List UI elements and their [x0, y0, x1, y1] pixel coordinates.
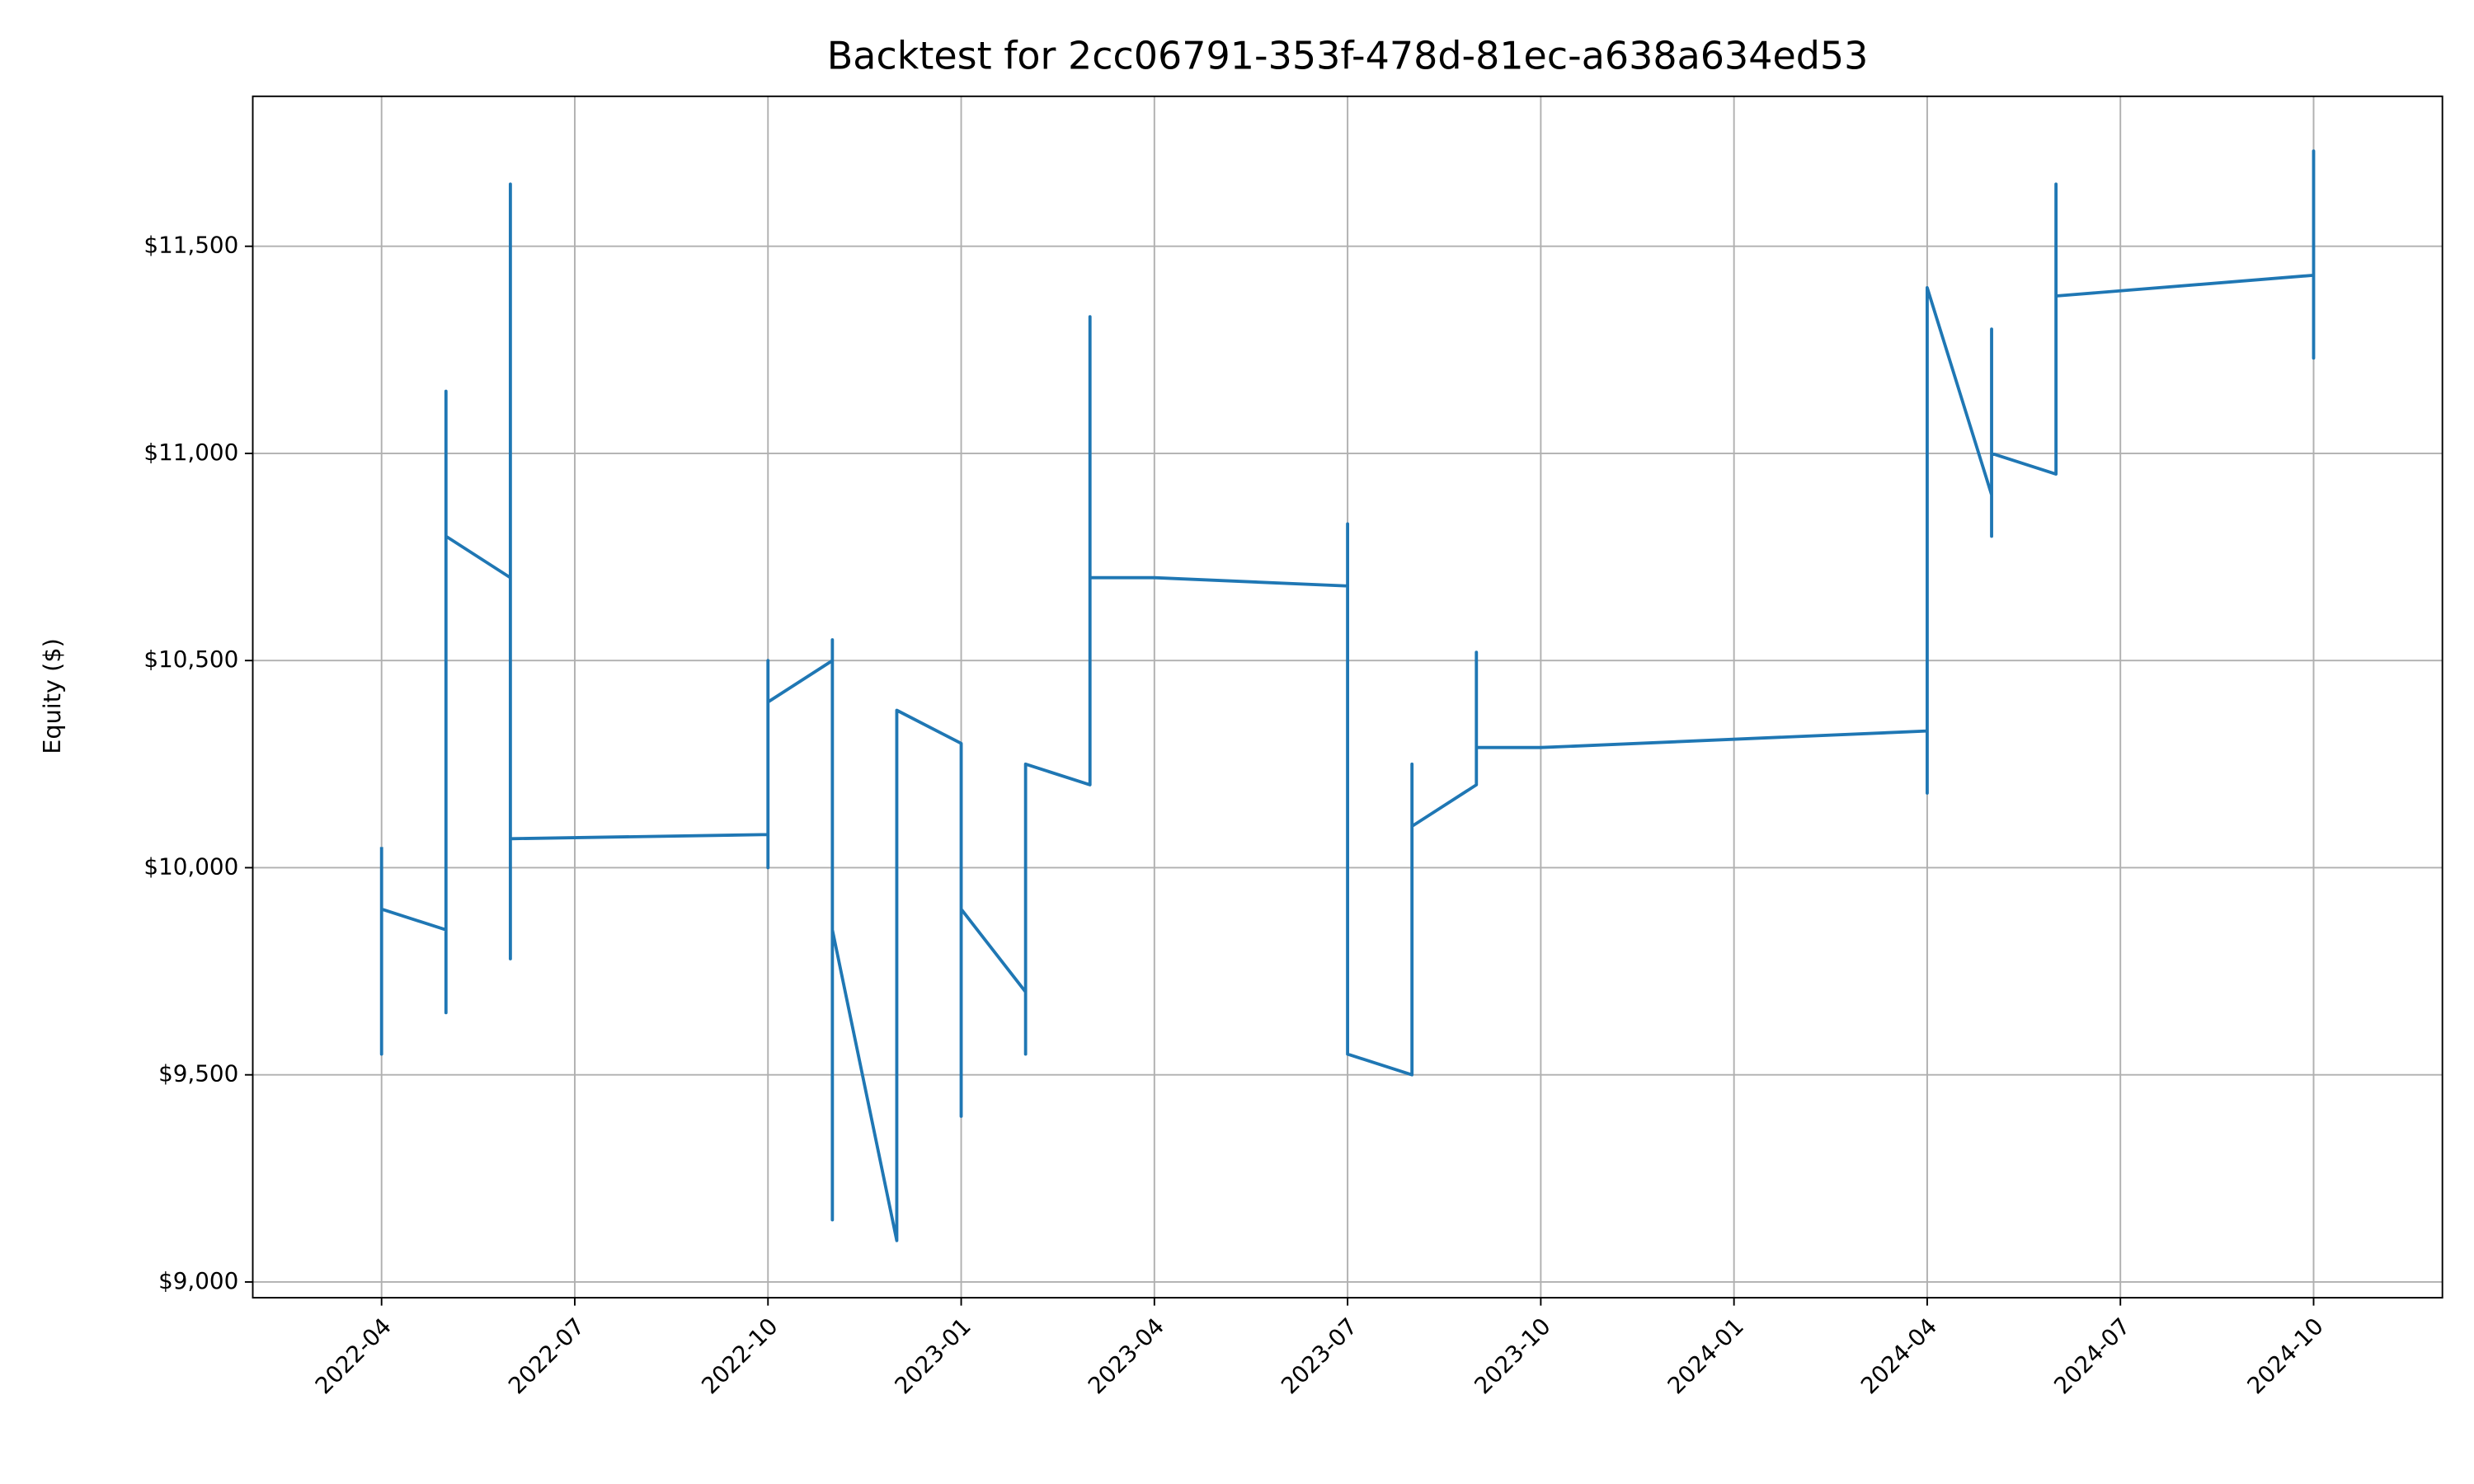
x-tick-label: 2023-01 [889, 1313, 976, 1399]
x-tick-label: 2024-07 [2048, 1313, 2135, 1399]
x-tick-label: 2022-10 [696, 1313, 783, 1399]
y-axis-label: Equity ($) [38, 638, 66, 754]
equity-line [379, 149, 2316, 1242]
x-tick-label: 2024-01 [1663, 1313, 1749, 1399]
chart-title: Backtest for 2cc06791-353f-478d-81ec-a63… [827, 33, 1869, 77]
x-tick-label: 2023-04 [1083, 1313, 1169, 1399]
x-tick-label: 2022-04 [310, 1313, 397, 1399]
y-tick-label: $10,500 [143, 646, 238, 673]
x-tick-label: 2022-07 [503, 1313, 590, 1399]
x-tick-label: 2023-07 [1276, 1313, 1362, 1399]
x-tick-label: 2024-04 [1856, 1313, 1942, 1399]
y-tick-label: $9,500 [158, 1060, 238, 1087]
y-tick-label: $11,000 [143, 439, 238, 466]
plot-frame [252, 95, 2443, 1298]
y-tick-label: $11,500 [143, 232, 238, 259]
y-tick-label: $9,000 [158, 1267, 238, 1294]
y-tick-label: $10,000 [143, 852, 238, 880]
x-tick-label: 2023-10 [1469, 1313, 1555, 1399]
x-tick-label: 2024-10 [2241, 1313, 2328, 1399]
